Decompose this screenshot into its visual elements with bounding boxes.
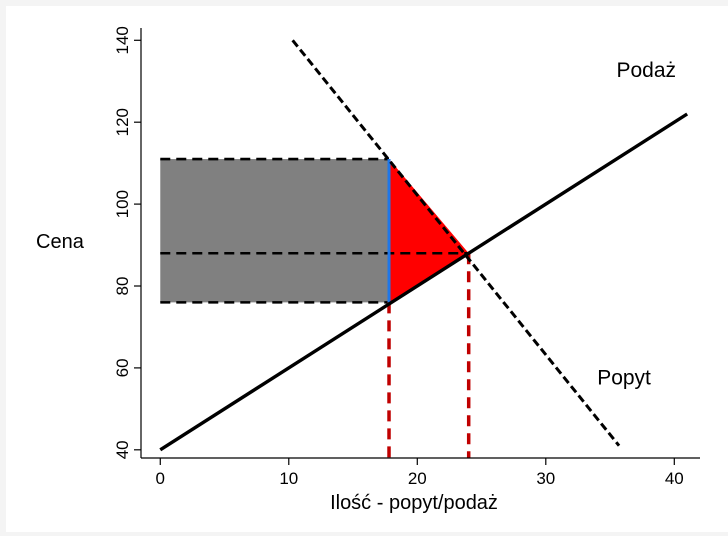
y-tick-label: 80 xyxy=(113,277,132,296)
x-tick-label: 10 xyxy=(279,469,298,488)
areas-layer xyxy=(160,159,469,303)
series-layer xyxy=(159,39,689,452)
demand-label: Popyt xyxy=(597,366,651,389)
text-layer: Ilość - popyt/podaż Cena Podaż Popyt 0 10… xyxy=(36,26,684,514)
y-axis-label: Cena xyxy=(36,231,85,253)
gray-rectangle xyxy=(160,159,390,303)
y-tick-label: 100 xyxy=(113,190,132,218)
y-tick-label: 60 xyxy=(113,358,132,377)
x-tick-label: 0 xyxy=(156,469,165,488)
reference-lines-layer xyxy=(160,157,471,458)
y-tick-label: 140 xyxy=(113,26,132,54)
x-tick-label: 40 xyxy=(665,469,684,488)
supply-line xyxy=(159,112,689,452)
red-triangle xyxy=(389,159,469,303)
x-tick-label: 20 xyxy=(408,469,427,488)
supply-label: Podaż xyxy=(616,59,676,82)
axes-layer xyxy=(134,28,700,465)
demand-line xyxy=(291,39,621,447)
y-tick-label: 120 xyxy=(113,108,132,136)
x-axis-label: Ilość - popyt/podaż xyxy=(330,492,498,514)
y-tick-label: 40 xyxy=(113,440,132,459)
x-tick-label: 30 xyxy=(536,469,555,488)
